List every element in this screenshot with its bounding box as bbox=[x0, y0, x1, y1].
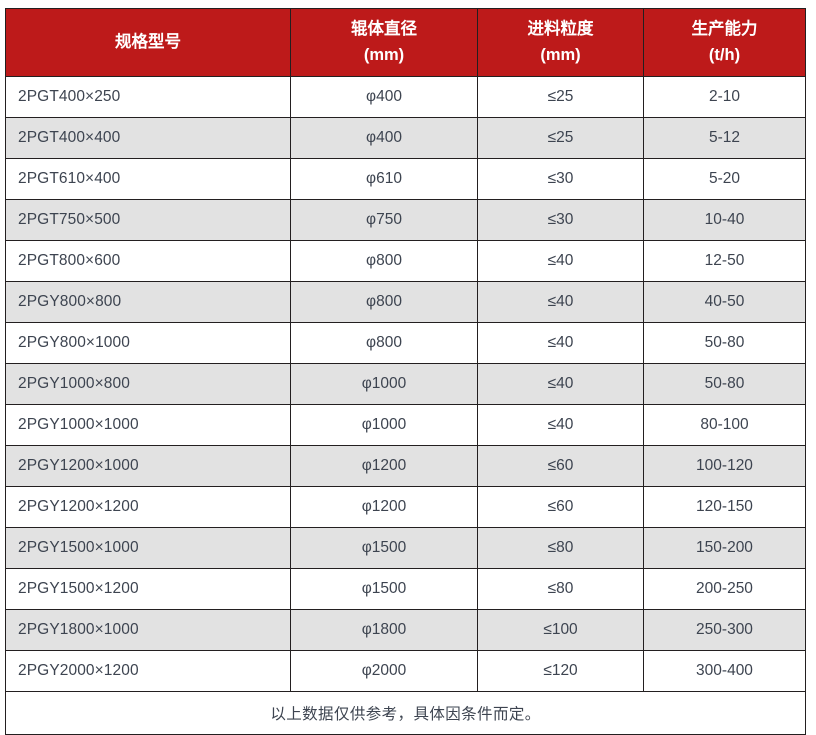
cell-roll-diameter: φ1000 bbox=[290, 363, 478, 405]
column-header-roll-diameter: 辊体直径 (mm) bbox=[290, 8, 478, 77]
table-row: 2PGY800×1000 φ800 ≤40 50-80 bbox=[5, 322, 806, 364]
column-header-roll-diameter-unit: (mm) bbox=[363, 45, 405, 64]
cell-capacity: 100-120 bbox=[643, 445, 806, 487]
cell-feed-size: ≤40 bbox=[477, 322, 644, 364]
table-row: 2PGY1000×1000 φ1000 ≤40 80-100 bbox=[5, 404, 806, 446]
cell-capacity: 50-80 bbox=[643, 322, 806, 364]
table-row: 2PGY1800×1000 φ1800 ≤100 250-300 bbox=[5, 609, 806, 651]
column-header-feed-size-title: 进料粒度 bbox=[527, 20, 594, 39]
cell-capacity: 250-300 bbox=[643, 609, 806, 651]
cell-feed-size: ≤80 bbox=[477, 568, 644, 610]
cell-roll-diameter: φ1000 bbox=[290, 404, 478, 446]
cell-roll-diameter: φ1500 bbox=[290, 527, 478, 569]
cell-capacity: 150-200 bbox=[643, 527, 806, 569]
cell-model: 2PGT400×250 bbox=[5, 76, 291, 118]
cell-feed-size: ≤40 bbox=[477, 363, 644, 405]
cell-roll-diameter: φ1200 bbox=[290, 445, 478, 487]
cell-feed-size: ≤60 bbox=[477, 486, 644, 528]
cell-model: 2PGY1000×800 bbox=[5, 363, 291, 405]
cell-capacity: 200-250 bbox=[643, 568, 806, 610]
footnote-row: 以上数据仅供参考，具体因条件而定。 bbox=[5, 691, 806, 735]
cell-model: 2PGT400×400 bbox=[5, 117, 291, 159]
cell-model: 2PGT750×500 bbox=[5, 199, 291, 241]
cell-model: 2PGY1500×1200 bbox=[5, 568, 291, 610]
cell-feed-size: ≤40 bbox=[477, 240, 644, 282]
column-header-capacity-title: 生产能力 bbox=[691, 20, 758, 39]
cell-model: 2PGY1200×1000 bbox=[5, 445, 291, 487]
cell-model: 2PGY2000×1200 bbox=[5, 650, 291, 692]
cell-capacity: 50-80 bbox=[643, 363, 806, 405]
cell-capacity: 40-50 bbox=[643, 281, 806, 323]
cell-feed-size: ≤120 bbox=[477, 650, 644, 692]
cell-roll-diameter: φ800 bbox=[290, 240, 478, 282]
cell-model: 2PGY800×800 bbox=[5, 281, 291, 323]
table-row: 2PGY1200×1000 φ1200 ≤60 100-120 bbox=[5, 445, 806, 487]
cell-feed-size: ≤25 bbox=[477, 76, 644, 118]
cell-model: 2PGY800×1000 bbox=[5, 322, 291, 364]
column-header-capacity-unit: (t/h) bbox=[708, 45, 741, 64]
cell-roll-diameter: φ800 bbox=[290, 281, 478, 323]
column-header-model-title: 规格型号 bbox=[115, 32, 181, 51]
cell-capacity: 2-10 bbox=[643, 76, 806, 118]
cell-capacity: 12-50 bbox=[643, 240, 806, 282]
table-row: 2PGT400×400 φ400 ≤25 5-12 bbox=[5, 117, 806, 159]
cell-capacity: 5-12 bbox=[643, 117, 806, 159]
cell-feed-size: ≤25 bbox=[477, 117, 644, 159]
table-row: 2PGT400×250 φ400 ≤25 2-10 bbox=[5, 76, 806, 118]
table-row: 2PGT610×400 φ610 ≤30 5-20 bbox=[5, 158, 806, 200]
table-row: 2PGY800×800 φ800 ≤40 40-50 bbox=[5, 281, 806, 323]
cell-capacity: 120-150 bbox=[643, 486, 806, 528]
cell-model: 2PGY1000×1000 bbox=[5, 404, 291, 446]
specification-table: 规格型号 辊体直径 (mm) 进料粒度 (mm) 生产能力 (t/h) 2PGT… bbox=[5, 8, 806, 735]
cell-roll-diameter: φ400 bbox=[290, 117, 478, 159]
cell-roll-diameter: φ800 bbox=[290, 322, 478, 364]
spec-table-page: 规格型号 辊体直径 (mm) 进料粒度 (mm) 生产能力 (t/h) 2PGT… bbox=[5, 8, 806, 735]
header-row: 规格型号 辊体直径 (mm) 进料粒度 (mm) 生产能力 (t/h) bbox=[5, 8, 806, 77]
column-header-roll-diameter-title: 辊体直径 bbox=[351, 20, 417, 39]
cell-roll-diameter: φ400 bbox=[290, 76, 478, 118]
footnote-text: 以上数据仅供参考，具体因条件而定。 bbox=[5, 691, 806, 735]
table-row: 2PGY1500×1200 φ1500 ≤80 200-250 bbox=[5, 568, 806, 610]
cell-capacity: 10-40 bbox=[643, 199, 806, 241]
table-footer: 以上数据仅供参考，具体因条件而定。 bbox=[5, 691, 806, 735]
cell-feed-size: ≤80 bbox=[477, 527, 644, 569]
column-header-feed-size-unit: (mm) bbox=[540, 45, 581, 64]
table-body: 2PGT400×250 φ400 ≤25 2-10 2PGT400×400 φ400 ≤25… bbox=[5, 76, 806, 692]
column-header-model: 规格型号 bbox=[5, 8, 291, 77]
cell-feed-size: ≤100 bbox=[477, 609, 644, 651]
cell-roll-diameter: φ610 bbox=[290, 158, 478, 200]
column-header-capacity: 生产能力 (t/h) bbox=[643, 8, 806, 77]
cell-roll-diameter: φ1500 bbox=[290, 568, 478, 610]
column-header-feed-size: 进料粒度 (mm) bbox=[477, 8, 644, 77]
cell-feed-size: ≤40 bbox=[477, 281, 644, 323]
table-header: 规格型号 辊体直径 (mm) 进料粒度 (mm) 生产能力 (t/h) bbox=[5, 8, 806, 77]
cell-capacity: 5-20 bbox=[643, 158, 806, 200]
cell-model: 2PGY1800×1000 bbox=[5, 609, 291, 651]
table-row: 2PGT800×600 φ800 ≤40 12-50 bbox=[5, 240, 806, 282]
table-row: 2PGY1200×1200 φ1200 ≤60 120-150 bbox=[5, 486, 806, 528]
cell-capacity: 80-100 bbox=[643, 404, 806, 446]
cell-roll-diameter: φ1200 bbox=[290, 486, 478, 528]
cell-roll-diameter: φ2000 bbox=[290, 650, 478, 692]
cell-model: 2PGT610×400 bbox=[5, 158, 291, 200]
cell-model: 2PGY1200×1200 bbox=[5, 486, 291, 528]
cell-roll-diameter: φ1800 bbox=[290, 609, 478, 651]
cell-feed-size: ≤30 bbox=[477, 199, 644, 241]
table-row: 2PGY1500×1000 φ1500 ≤80 150-200 bbox=[5, 527, 806, 569]
table-row: 2PGY1000×800 φ1000 ≤40 50-80 bbox=[5, 363, 806, 405]
cell-feed-size: ≤30 bbox=[477, 158, 644, 200]
cell-capacity: 300-400 bbox=[643, 650, 806, 692]
cell-feed-size: ≤60 bbox=[477, 445, 644, 487]
table-row: 2PGY2000×1200 φ2000 ≤120 300-400 bbox=[5, 650, 806, 692]
cell-model: 2PGY1500×1000 bbox=[5, 527, 291, 569]
cell-roll-diameter: φ750 bbox=[290, 199, 478, 241]
cell-model: 2PGT800×600 bbox=[5, 240, 291, 282]
table-row: 2PGT750×500 φ750 ≤30 10-40 bbox=[5, 199, 806, 241]
cell-feed-size: ≤40 bbox=[477, 404, 644, 446]
